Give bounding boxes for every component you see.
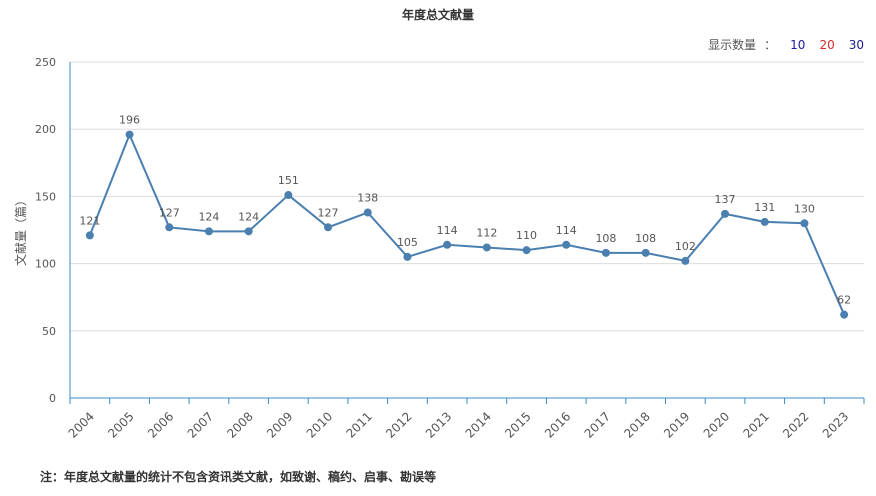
- data-point: [204, 227, 213, 236]
- data-label: 105: [397, 236, 418, 249]
- data-point: [482, 243, 491, 252]
- data-point: [324, 223, 333, 232]
- display-count-separator: ：: [764, 38, 777, 52]
- data-point: [800, 219, 809, 228]
- series-line-layer: [88, 131, 846, 316]
- data-label: 130: [794, 202, 815, 215]
- data-label: 108: [595, 232, 616, 245]
- data-point: [760, 217, 769, 226]
- data-label: 62: [837, 294, 851, 307]
- x-tick-label: 2006: [145, 409, 176, 440]
- x-tick-label: 2008: [224, 409, 255, 440]
- x-tick-label: 2017: [582, 409, 613, 440]
- data-label: 110: [516, 229, 537, 242]
- data-label: 114: [437, 224, 458, 237]
- x-tick-label: 2014: [463, 409, 494, 440]
- chart-title: 年度总文献量: [401, 8, 474, 22]
- data-label: 108: [635, 232, 656, 245]
- data-point: [641, 248, 650, 257]
- x-tick-label: 2019: [661, 409, 692, 440]
- data-labels: 121 196 127 124 124 151 127 138 105 114 112 110 114 1…: [79, 114, 851, 307]
- x-tick-label: 2015: [502, 409, 533, 440]
- data-points: [85, 130, 849, 319]
- y-tick-label: 150: [35, 190, 56, 203]
- x-tick-label: 2004: [66, 409, 97, 440]
- x-tick-label: 2013: [423, 409, 454, 440]
- x-tick-label: 2012: [383, 409, 414, 440]
- x-tick-label: 2022: [780, 409, 811, 440]
- data-point: [85, 231, 94, 240]
- data-label: 196: [119, 114, 140, 127]
- data-point: [522, 246, 531, 255]
- y-tick-label: 50: [42, 325, 56, 338]
- data-label: 131: [754, 201, 775, 214]
- data-point: [284, 191, 293, 200]
- data-point: [443, 240, 452, 249]
- y-tick-label: 200: [35, 123, 56, 136]
- series-line: [88, 131, 846, 316]
- data-label: 127: [159, 206, 180, 219]
- y-axis-label: 文献量（篇）: [13, 194, 28, 266]
- display-count-option-10[interactable]: 10: [790, 37, 806, 52]
- x-tick-label: 2007: [185, 409, 216, 440]
- data-point: [165, 223, 174, 232]
- data-point: [601, 248, 610, 257]
- data-point: [681, 256, 690, 265]
- x-tick-label: 2010: [304, 409, 335, 440]
- display-count-control: 显示数量 ： 10 20 30: [708, 36, 864, 53]
- data-label: 114: [556, 224, 577, 237]
- x-tick-label: 2011: [343, 409, 374, 440]
- x-tick-label: 2021: [740, 409, 771, 440]
- footnote: 注：年度总文献量的统计不包含资讯类文献，如致谢、稿约、启事、勘误等: [40, 470, 437, 484]
- data-point: [403, 252, 412, 261]
- data-label: 121: [79, 214, 100, 227]
- x-tick-label: 2016: [542, 409, 573, 440]
- display-count-option-20[interactable]: 20: [819, 37, 835, 52]
- data-label: 138: [357, 192, 378, 205]
- gridlines: [70, 61, 864, 332]
- data-label: 124: [238, 210, 259, 223]
- data-label: 112: [476, 226, 497, 239]
- data-label: 124: [198, 210, 219, 223]
- data-point: [244, 227, 253, 236]
- display-count-label: 显示数量: [708, 38, 757, 52]
- data-label: 137: [715, 193, 736, 206]
- data-point: [125, 130, 134, 139]
- y-tick-label: 0: [49, 392, 56, 405]
- data-label: 127: [318, 206, 339, 219]
- display-count-option-30[interactable]: 30: [848, 37, 864, 52]
- x-tick-label: 2009: [264, 409, 295, 440]
- x-tick-label: 2005: [105, 409, 136, 440]
- y-tick-label: 250: [35, 56, 56, 69]
- x-tick-label: 2018: [621, 409, 652, 440]
- y-tick-label: 100: [35, 258, 56, 271]
- axes: 0 50 100 150 200 250 2004 2005 2006 2007 2008 2009 2…: [35, 56, 865, 441]
- data-point: [363, 208, 372, 217]
- data-point: [562, 240, 571, 249]
- data-label: 151: [278, 174, 299, 187]
- data-point: [721, 209, 730, 218]
- data-point: [840, 310, 849, 319]
- x-tick-label: 2020: [701, 409, 732, 440]
- data-label: 102: [675, 240, 696, 253]
- x-tick-label: 2023: [820, 409, 851, 440]
